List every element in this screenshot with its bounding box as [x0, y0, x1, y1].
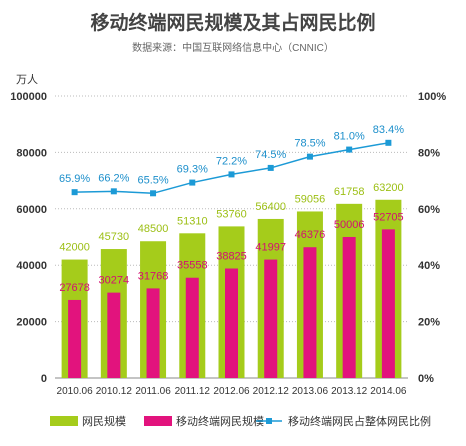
point-mobile-share [189, 179, 196, 186]
legend-swatch-total-users [50, 416, 78, 426]
x-tick-label: 2012.06 [213, 386, 250, 397]
data-label-total-users: 56400 [255, 201, 286, 213]
y-right-tick-label: 20% [418, 317, 440, 329]
x-tick-label: 2011.12 [175, 386, 211, 397]
bar-mobile-users [146, 288, 160, 378]
data-label-total-users: 59056 [295, 193, 326, 205]
x-tick-label: 2010.06 [57, 386, 94, 397]
y-left-tick-label: 100000 [10, 91, 47, 103]
y-right-tick-label: 80% [418, 147, 440, 159]
chart-title: 移动终端网民规模及其占网民比例 [90, 13, 376, 34]
point-mobile-share [228, 171, 235, 178]
point-mobile-share [346, 146, 353, 153]
y-right-tick-label: 100% [418, 91, 446, 103]
legend-label-mobile-share: 移动终端网民占整体网民比例 [288, 414, 431, 428]
y-left-tick-label: 0 [41, 373, 47, 385]
data-label-total-users: 42000 [59, 242, 90, 254]
data-label-mobile-users: 27678 [59, 282, 90, 294]
data-label-total-users: 45730 [99, 231, 130, 243]
data-label-mobile-users: 41997 [255, 242, 286, 254]
y-axis-unit-label: 万人 [16, 73, 38, 86]
data-label-mobile-share: 65.9% [59, 173, 90, 185]
point-mobile-share [150, 190, 157, 197]
point-mobile-share [267, 164, 274, 171]
x-tick-label: 2010.12 [96, 386, 133, 397]
y-right-tick-label: 0% [418, 373, 434, 385]
bar-mobile-users [264, 259, 278, 378]
data-label-mobile-users: 52705 [373, 211, 404, 223]
data-label-mobile-share: 81.0% [334, 131, 365, 143]
data-label-mobile-users: 30274 [99, 275, 130, 287]
point-mobile-share [110, 188, 117, 195]
data-label-mobile-share: 74.5% [255, 149, 286, 161]
data-label-mobile-share: 78.5% [294, 138, 325, 150]
x-tick-label: 2011.06 [135, 386, 171, 397]
data-label-mobile-users: 31768 [138, 270, 169, 282]
y-left-tick-label: 40000 [16, 260, 47, 272]
y-right-tick-label: 40% [418, 260, 440, 272]
x-tick-label: 2012.12 [253, 386, 290, 397]
bar-mobile-users [107, 292, 121, 378]
legend-marker-mobile-share [266, 418, 272, 424]
data-label-mobile-users: 46376 [295, 229, 326, 241]
point-mobile-share [306, 153, 313, 160]
x-tick-label: 2014.06 [370, 386, 407, 397]
data-label-mobile-share: 72.2% [216, 155, 247, 167]
bar-mobile-users [342, 236, 356, 378]
data-label-total-users: 51310 [177, 215, 208, 227]
bar-mobile-users [225, 268, 238, 378]
data-label-mobile-share: 83.4% [373, 124, 404, 136]
data-label-mobile-share: 69.3% [177, 164, 208, 176]
point-mobile-share [71, 189, 78, 196]
bar-mobile-users [381, 229, 395, 378]
y-left-tick-label: 60000 [16, 204, 47, 216]
legend-label-mobile-users: 移动终端网民规模 [176, 414, 264, 428]
y-left-tick-label: 80000 [16, 147, 47, 159]
data-label-mobile-users: 50006 [334, 219, 365, 231]
data-label-total-users: 61758 [334, 186, 365, 198]
data-label-total-users: 48500 [138, 223, 169, 235]
y-left-tick-label: 20000 [16, 317, 47, 329]
x-tick-label: 2013.06 [292, 386, 329, 397]
data-label-mobile-share: 66.2% [98, 172, 129, 184]
data-label-total-users: 53760 [216, 208, 247, 220]
data-label-mobile-users: 35558 [177, 260, 208, 272]
data-label-total-users: 63200 [373, 182, 404, 194]
chart-subtitle: 数据来源：中国互联网络信息中心（CNNIC） [132, 43, 334, 54]
data-label-mobile-users: 38825 [216, 251, 247, 263]
bar-mobile-users [303, 247, 317, 378]
bar-mobile-users [68, 299, 82, 378]
y-right-tick-label: 60% [418, 204, 440, 216]
x-tick-label: 2013.12 [331, 386, 368, 397]
bar-mobile-users [185, 277, 199, 378]
legend-label-total-users: 网民规模 [82, 414, 126, 428]
legend-swatch-mobile-users [144, 416, 172, 426]
data-label-mobile-share: 65.5% [137, 174, 168, 186]
point-mobile-share [385, 139, 392, 146]
